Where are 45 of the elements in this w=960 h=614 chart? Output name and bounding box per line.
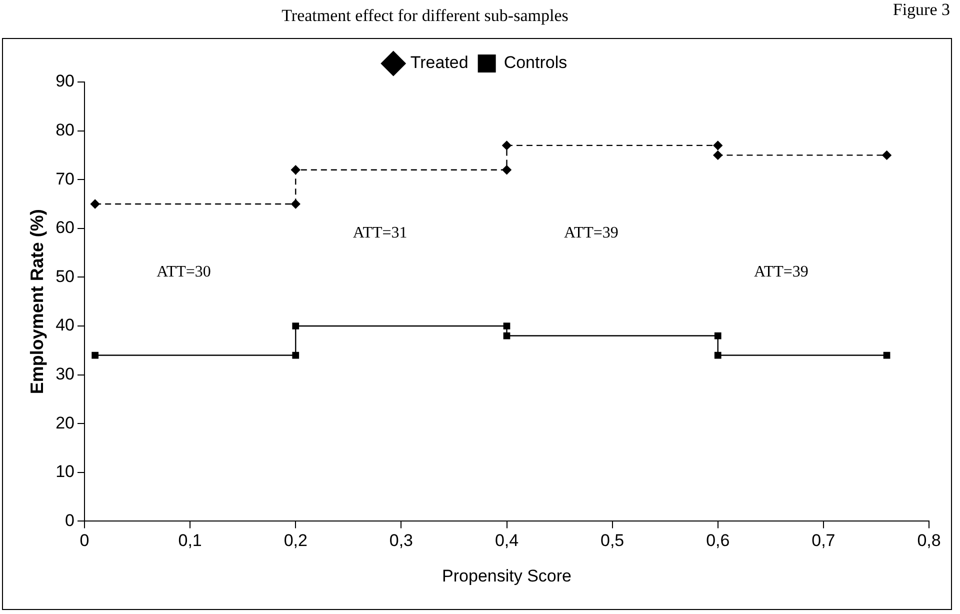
legend-label: Treated xyxy=(410,53,468,72)
y-axis-title: Employment Rate (%) xyxy=(26,209,47,394)
x-tick-label: 0,6 xyxy=(706,531,730,550)
x-tick-label: 0,2 xyxy=(284,531,308,550)
point xyxy=(502,165,512,174)
x-tick-label: 0,7 xyxy=(812,531,836,550)
y-tick-label: 80 xyxy=(56,120,75,140)
point xyxy=(90,199,100,209)
point xyxy=(291,199,300,209)
x-tick-label: 0 xyxy=(80,531,90,550)
point xyxy=(503,332,510,340)
y-tick-label: 10 xyxy=(56,462,75,482)
y-tick-label: 70 xyxy=(56,169,75,188)
y-tick-label: 50 xyxy=(56,266,75,286)
annotation: ATT=31 xyxy=(352,224,408,242)
point xyxy=(503,322,510,330)
annotation: ATT=39 xyxy=(564,224,618,242)
y-tick-label: 90 xyxy=(56,72,75,91)
point xyxy=(714,332,722,340)
chart-subtitle: Figure 3 xyxy=(892,0,950,20)
x-axis-title: Propensity Score xyxy=(442,566,572,586)
point xyxy=(714,352,722,359)
x-tick-label: 0,5 xyxy=(600,531,624,550)
legend-label: Controls xyxy=(504,53,568,72)
y-tick-label: 40 xyxy=(56,316,75,335)
chart-title: Treatment effect for different sub-samples xyxy=(280,6,570,26)
point xyxy=(883,352,890,359)
point xyxy=(713,150,722,160)
y-tick-label: 30 xyxy=(56,364,75,384)
x-tick-label: 0,1 xyxy=(178,531,202,550)
annotation: ATT=30 xyxy=(156,263,211,280)
point xyxy=(92,352,98,359)
point xyxy=(292,352,300,359)
point xyxy=(882,150,892,160)
point xyxy=(502,140,512,150)
point xyxy=(713,140,722,150)
y-tick-label: 60 xyxy=(56,218,75,238)
y-tick-label: 0 xyxy=(65,510,75,530)
y-tick-label: 20 xyxy=(56,413,75,432)
point xyxy=(292,322,300,330)
annotation: ATT=39 xyxy=(754,263,808,280)
x-tick-label: 0,8 xyxy=(917,531,941,550)
x-tick-label: 0,3 xyxy=(389,531,414,550)
point xyxy=(291,165,300,174)
x-tick-label: 0,4 xyxy=(494,531,519,550)
